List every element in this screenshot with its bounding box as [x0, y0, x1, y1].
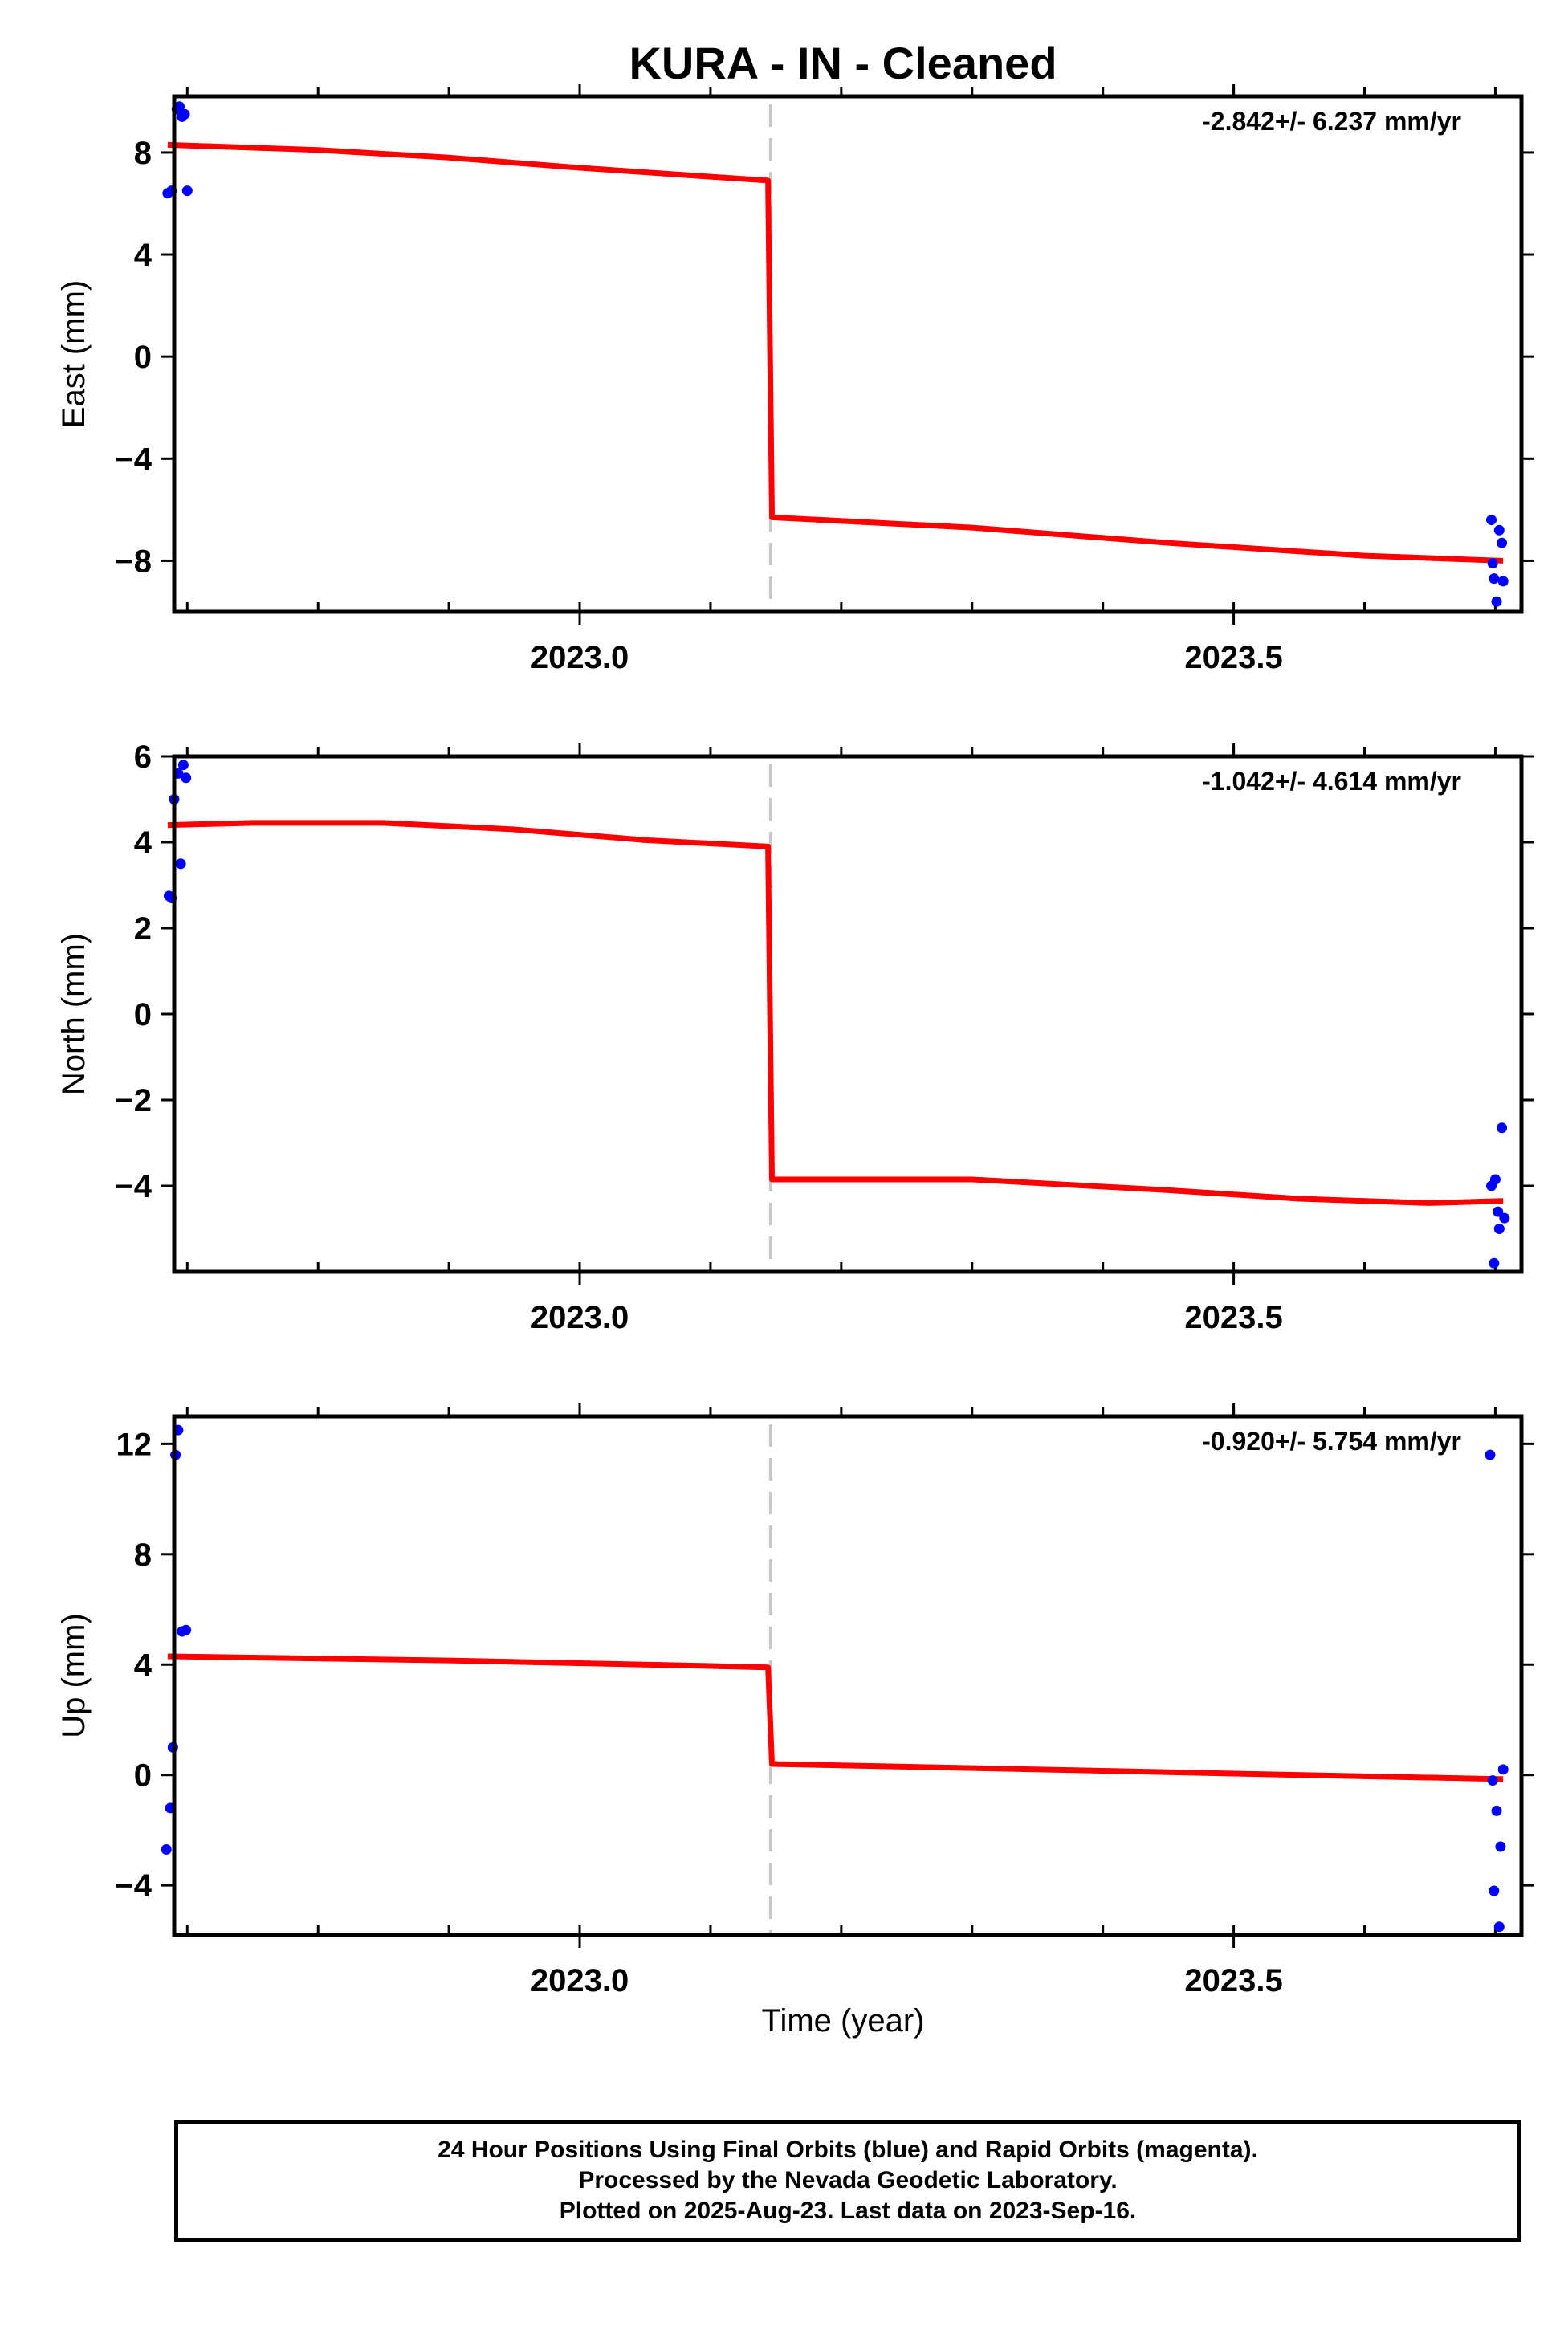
footer-line-2: Processed by the Nevada Geodetic Laborat…	[578, 2167, 1118, 2194]
y-tick-label: −2	[115, 1083, 152, 1118]
x-tick-label: 2023.5	[1184, 1963, 1282, 1998]
data-point	[177, 760, 189, 771]
data-point	[1493, 524, 1505, 536]
timeseries-figure: KURA - IN - Cleaned 2023.0 2023.5 8 4 0 −4 −8 E…	[56, 38, 1534, 2039]
data-point	[1489, 573, 1500, 585]
panel-1: 2023.0 2023.5 8 4 0 −4 −8 East (mm) -2.842+/- 6.…	[56, 84, 1534, 675]
fit-line	[167, 141, 1504, 564]
data-point	[1497, 1122, 1508, 1134]
x-tick-label: 2023.0	[531, 1300, 629, 1335]
footer-line-1: 24 Hour Positions Using Final Orbits (bl…	[438, 2137, 1258, 2163]
plot-frame	[172, 1414, 1524, 1937]
data-point	[1491, 596, 1502, 607]
x-tick-label: 2023.5	[1184, 640, 1282, 675]
y-tick-label: −4	[115, 1868, 152, 1904]
panel-3: 2023.0 2023.5 12 8 4 0 −4 Up (mm) -0.920+/- 5.75…	[56, 1403, 1534, 1998]
chart-title: KURA - IN - Cleaned	[629, 38, 1057, 88]
x-tick-label: 2023.5	[1184, 1300, 1282, 1335]
fit-line	[167, 820, 1504, 1206]
data-point	[1485, 1449, 1496, 1460]
data-point	[1491, 1805, 1502, 1816]
data-point	[175, 858, 186, 870]
y-tick-label: −4	[115, 442, 152, 477]
panels: 2023.0 2023.5 8 4 0 −4 −8 East (mm) -2.842+/- 6.…	[56, 84, 1534, 1998]
footer-line-3: Plotted on 2025-Aug-23. Last data on 202…	[559, 2198, 1137, 2224]
x-axis-label: Time (year)	[762, 2003, 925, 2039]
y-tick-label: 12	[116, 1427, 153, 1462]
rate-label: -1.042+/- 4.614 mm/yr	[1202, 767, 1461, 796]
y-tick-label: −8	[115, 544, 152, 579]
data-point	[1495, 1841, 1506, 1852]
y-tick-label: 0	[134, 1758, 152, 1794]
y-tick-label: 4	[134, 238, 153, 273]
data-point	[1486, 515, 1497, 526]
footer-note-box: 24 Hour Positions Using Final Orbits (bl…	[174, 2120, 1521, 2242]
y-axis-label: East (mm)	[56, 280, 92, 428]
data-point	[181, 772, 192, 784]
y-tick-label: 4	[134, 825, 153, 861]
y-tick-label: 0	[134, 340, 152, 375]
plot-frame	[172, 94, 1524, 614]
data-point	[1497, 576, 1509, 587]
data-point	[1489, 1257, 1500, 1269]
data-point	[1497, 1764, 1509, 1775]
y-tick-label: −4	[115, 1169, 152, 1204]
data-point	[174, 101, 185, 112]
panel-2: 2023.0 2023.5 6 4 2 0 −2 −4 North (mm) -1.042+/- …	[56, 739, 1534, 1335]
data-point	[179, 108, 190, 120]
data-point	[1489, 1174, 1501, 1185]
data-point	[161, 1843, 172, 1855]
data-point	[1493, 1224, 1505, 1234]
data-point	[1499, 1212, 1510, 1224]
data-point	[1489, 1885, 1500, 1896]
rate-label: -0.920+/- 5.754 mm/yr	[1202, 1427, 1461, 1456]
y-tick-label: 4	[134, 1648, 153, 1683]
y-axis-label: Up (mm)	[56, 1613, 92, 1738]
data-point	[1497, 537, 1508, 548]
y-tick-label: 0	[134, 997, 152, 1033]
y-tick-label: 8	[134, 136, 152, 171]
y-axis-label: North (mm)	[56, 933, 92, 1095]
plot-frame	[172, 754, 1524, 1274]
rate-label: -2.842+/- 6.237 mm/yr	[1202, 107, 1461, 136]
x-tick-label: 2023.0	[531, 640, 629, 675]
y-tick-label: 6	[134, 739, 152, 775]
data-point	[181, 1624, 192, 1635]
fit-line	[167, 1653, 1504, 1782]
y-tick-label: 8	[134, 1538, 152, 1573]
x-tick-label: 2023.0	[531, 1963, 629, 1998]
data-point	[1487, 1775, 1498, 1786]
data-point	[1493, 1206, 1504, 1217]
y-tick-label: 2	[134, 911, 152, 947]
data-point	[1493, 1921, 1505, 1933]
data-point	[1487, 558, 1498, 569]
data-point	[181, 185, 193, 197]
